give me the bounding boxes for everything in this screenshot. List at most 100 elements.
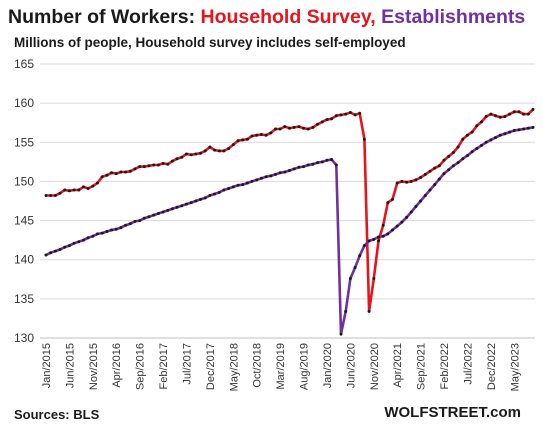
data-point: [189, 153, 193, 157]
data-point: [185, 152, 188, 156]
data-point: [44, 194, 48, 197]
y-tick-label: 130: [14, 331, 34, 345]
data-point: [320, 160, 324, 164]
chart-title: Number of Workers: Household Survey, Est…: [8, 6, 525, 29]
data-point: [119, 226, 123, 230]
data-point: [161, 210, 165, 214]
data-point: [259, 133, 263, 136]
data-point: [180, 204, 184, 208]
data-point: [217, 190, 221, 194]
data-point: [325, 118, 329, 122]
data-point: [278, 171, 282, 175]
data-point: [419, 199, 423, 203]
data-point: [372, 277, 376, 280]
x-tick-label: Jan/2015: [41, 343, 53, 388]
data-point: [330, 117, 334, 121]
data-point: [494, 136, 497, 140]
y-axis: 130 135 140 145 150 155 160 165: [14, 57, 34, 345]
x-tick-label: Aug/2019: [299, 343, 311, 390]
data-point: [44, 253, 48, 257]
x-tick-label: Sep/2016: [135, 343, 147, 390]
data-point: [250, 134, 254, 138]
data-point: [428, 188, 432, 192]
data-point: [494, 114, 497, 118]
data-point: [414, 205, 418, 208]
data-point: [522, 127, 526, 131]
data-point: [147, 164, 151, 168]
data-point: [386, 232, 390, 236]
data-point: [405, 180, 409, 184]
data-point: [100, 231, 104, 235]
data-point: [302, 126, 305, 130]
data-point: [77, 240, 81, 244]
data-point: [433, 166, 437, 170]
y-tick-label: 155: [14, 135, 34, 149]
data-point: [175, 157, 179, 161]
data-point: [367, 309, 371, 313]
data-point: [311, 162, 315, 166]
data-point: [227, 147, 231, 150]
data-point: [498, 133, 502, 137]
data-point: [241, 138, 245, 142]
data-point: [503, 115, 507, 118]
x-tick-label: Nov/2020: [369, 343, 381, 390]
data-point: [86, 187, 90, 190]
data-point: [203, 149, 207, 153]
data-point: [391, 197, 394, 201]
data-point: [110, 228, 114, 232]
data-point: [128, 169, 132, 173]
data-point: [231, 143, 235, 147]
data-point: [105, 173, 109, 177]
data-point: [236, 139, 240, 143]
data-point: [381, 223, 385, 227]
data-point: [166, 162, 170, 166]
data-point: [451, 164, 455, 168]
data-point: [526, 126, 530, 130]
data-point: [283, 170, 287, 174]
data-point: [386, 201, 390, 205]
data-point: [124, 170, 128, 174]
data-point: [255, 133, 259, 137]
series-line-establishments: [45, 126, 534, 336]
data-point: [316, 161, 320, 165]
data-point: [498, 115, 502, 119]
data-point: [367, 239, 371, 243]
data-point: [409, 179, 413, 183]
data-point: [447, 168, 451, 172]
data-point: [217, 149, 221, 153]
data-point: [348, 111, 352, 114]
data-point: [405, 215, 409, 219]
data-point: [269, 131, 273, 135]
data-point: [475, 124, 479, 128]
data-point: [465, 154, 469, 158]
data-point: [456, 161, 460, 165]
data-point: [400, 220, 404, 224]
data-point: [255, 178, 259, 182]
x-tick-label: Feb/2022: [439, 343, 451, 389]
data-point: [170, 207, 174, 211]
data-point: [161, 161, 165, 165]
data-point: [91, 184, 95, 188]
data-point: [199, 151, 202, 155]
data-point: [245, 181, 249, 185]
title-prefix: Number of Workers:: [8, 6, 201, 28]
data-point: [203, 196, 207, 200]
x-tick-label: Sep/2021: [416, 343, 428, 390]
data-point: [316, 122, 320, 126]
y-tick-label: 140: [14, 253, 34, 267]
brand-logo-text: WOLFSTREET.com: [384, 404, 521, 421]
data-point: [522, 112, 526, 116]
data-point: [339, 113, 343, 117]
data-point: [166, 208, 170, 212]
grid-lines: [40, 63, 535, 339]
data-point: [58, 191, 62, 195]
data-point: [353, 113, 357, 117]
data-point: [114, 227, 118, 231]
data-point: [362, 137, 366, 141]
data-point: [423, 172, 427, 176]
data-point: [306, 127, 310, 131]
data-point: [484, 115, 488, 118]
data-point: [241, 183, 245, 187]
x-tick-label: Apr/2016: [111, 343, 123, 388]
